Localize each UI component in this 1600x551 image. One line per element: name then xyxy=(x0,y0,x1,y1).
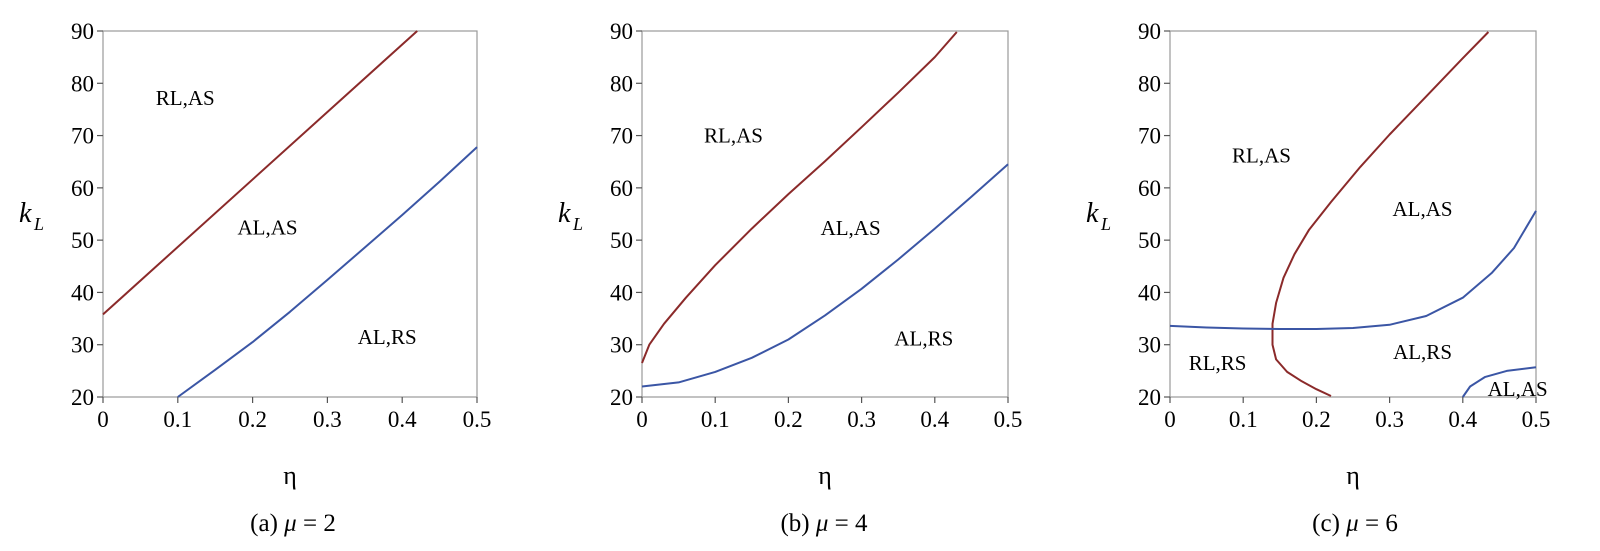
y-axis-label-subscript: L xyxy=(572,214,583,234)
x-tick-label: 0.2 xyxy=(774,407,803,432)
y-tick-label: 60 xyxy=(71,176,94,201)
region-label: AL,AS xyxy=(238,216,298,240)
x-tick-label: 0 xyxy=(636,407,648,432)
caption-prefix: (c) xyxy=(1312,510,1346,537)
x-axis-label: η xyxy=(1346,461,1360,490)
caption-prefix: (b) xyxy=(780,510,815,537)
plot-frame xyxy=(641,30,1009,398)
region-label: AL,AS xyxy=(1392,197,1452,221)
y-tick-label: 60 xyxy=(1138,176,1161,201)
caption-suffix: = 4 xyxy=(828,510,868,537)
y-tick-label: 20 xyxy=(1138,385,1161,410)
panel-caption-b: (b) μ = 4 xyxy=(780,510,868,537)
x-tick-label: 0.1 xyxy=(163,407,192,432)
x-tick-label: 0.5 xyxy=(994,407,1023,432)
chart-panel-a: 0 0.1 0.2 0.3 0.4 0.5 20 30 40 50 60 70 80 90 RL,AS AL,… xyxy=(19,19,491,537)
region-label: AL,AS xyxy=(821,216,881,240)
y-tick-label: 50 xyxy=(1138,228,1161,253)
x-tick-label: 0.2 xyxy=(238,407,267,432)
y-tick-label: 80 xyxy=(1138,71,1161,96)
y-tick-label: 30 xyxy=(71,333,94,358)
y-tick-label: 50 xyxy=(71,228,94,253)
y-tick-label: 70 xyxy=(610,124,633,149)
region-label: AL,RS xyxy=(1393,340,1452,364)
y-axis-label: k xyxy=(1086,198,1099,229)
y-tick-label: 40 xyxy=(610,280,633,305)
boundary-curve-1 xyxy=(102,30,418,316)
x-tick-label: 0.4 xyxy=(388,407,417,432)
y-axis-label-subscript: L xyxy=(1100,214,1111,234)
chart-panel-b: 0 0.1 0.2 0.3 0.4 0.5 20 30 40 50 60 70 80 90 RL,AS AL,… xyxy=(558,19,1022,537)
x-tick-label: 0.5 xyxy=(1522,407,1551,432)
x-tick-label: 0.3 xyxy=(313,407,342,432)
y-tick-label: 70 xyxy=(1138,124,1161,149)
y-axis-label-subscript: L xyxy=(33,214,44,234)
y-tick-label: 60 xyxy=(610,176,633,201)
boundary-curve-1 xyxy=(1271,31,1490,397)
region-label: RL,RS xyxy=(1189,351,1247,375)
region-label: RL,AS xyxy=(704,124,763,148)
region-label: RL,AS xyxy=(1232,143,1291,167)
caption-symbol: μ xyxy=(1345,510,1359,537)
caption-prefix: (a) xyxy=(250,510,284,537)
region-label: AL,RS xyxy=(894,326,953,350)
caption-suffix: = 2 xyxy=(297,510,336,537)
y-tick-label: 70 xyxy=(71,124,94,149)
boundary-curve-1 xyxy=(641,31,958,364)
y-axis-label: k xyxy=(19,198,32,229)
panel-caption-a: (a) μ = 2 xyxy=(250,510,336,537)
chart-panel-c: 0 0.1 0.2 0.3 0.4 0.5 20 30 40 50 60 70 80 90 RL,AS AL,… xyxy=(1086,19,1550,537)
x-tick-label: 0.3 xyxy=(847,407,876,432)
caption-suffix: = 6 xyxy=(1359,510,1398,537)
y-tick-label: 40 xyxy=(1138,280,1161,305)
x-tick-label: 0.1 xyxy=(1229,407,1258,432)
x-tick-label: 0 xyxy=(1164,407,1176,432)
boundary-curve-2 xyxy=(641,163,1009,388)
region-label: AL,AS xyxy=(1488,377,1548,401)
x-tick-label: 0 xyxy=(97,407,109,432)
x-tick-label: 0.5 xyxy=(463,407,492,432)
x-tick-label: 0.4 xyxy=(920,407,949,432)
y-tick-label: 20 xyxy=(610,385,633,410)
x-tick-label: 0.1 xyxy=(701,407,730,432)
y-tick-label: 40 xyxy=(71,280,94,305)
plot-frame xyxy=(1169,30,1537,398)
caption-symbol: μ xyxy=(283,510,297,537)
caption-symbol: μ xyxy=(815,510,829,537)
y-tick-label: 90 xyxy=(71,19,94,44)
panel-caption-c: (c) μ = 6 xyxy=(1312,510,1398,537)
plot-frame xyxy=(102,30,478,398)
y-tick-label: 90 xyxy=(1138,19,1161,44)
region-label: RL,AS xyxy=(156,86,215,110)
y-tick-label: 80 xyxy=(610,71,633,96)
y-tick-label: 30 xyxy=(610,333,633,358)
y-tick-label: 30 xyxy=(1138,333,1161,358)
boundary-curve-3 xyxy=(1461,366,1537,398)
x-tick-label: 0.3 xyxy=(1375,407,1404,432)
region-label: AL,RS xyxy=(358,325,417,349)
y-tick-label: 90 xyxy=(610,19,633,44)
boundary-curve-2 xyxy=(1169,210,1537,330)
y-tick-label: 80 xyxy=(71,71,94,96)
x-tick-label: 0.4 xyxy=(1448,407,1477,432)
y-tick-label: 20 xyxy=(71,385,94,410)
y-axis-label: k xyxy=(558,198,571,229)
x-tick-label: 0.2 xyxy=(1302,407,1331,432)
x-axis-label: η xyxy=(283,461,297,490)
x-axis-label: η xyxy=(818,461,832,490)
boundary-curve-2 xyxy=(177,146,478,398)
y-tick-label: 50 xyxy=(610,228,633,253)
